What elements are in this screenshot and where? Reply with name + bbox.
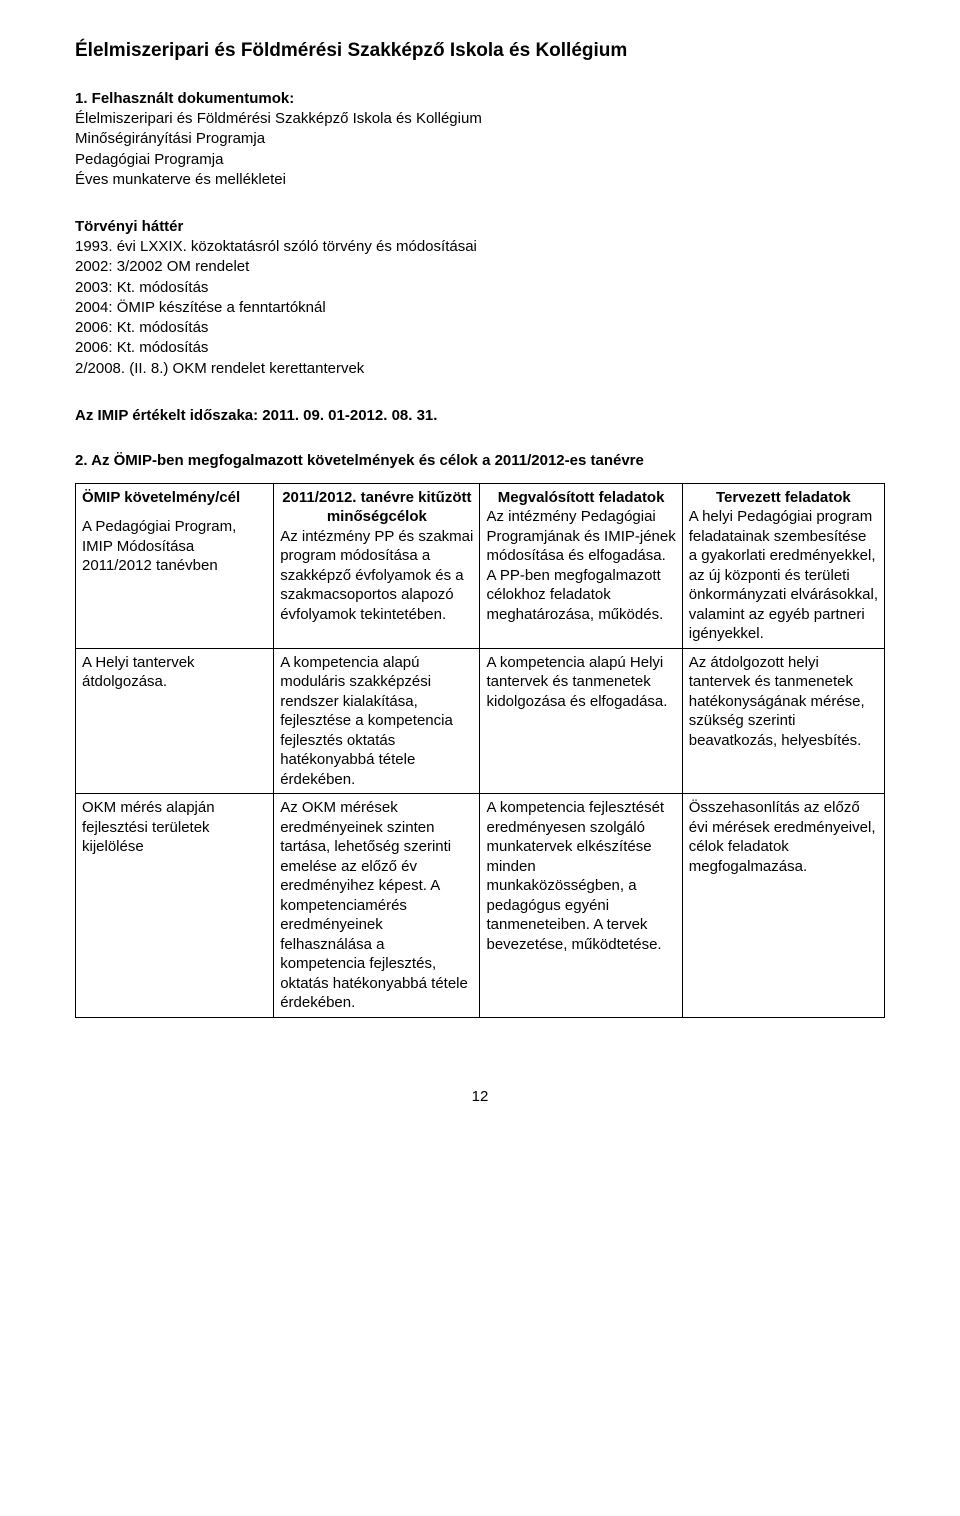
cell-text: Az intézmény PP és szakmai program módos… xyxy=(280,527,473,625)
table-cell: Összehasonlítás az előző évi mérések ere… xyxy=(682,794,884,1018)
law-line: 1993. évi LXXIX. közoktatásról szóló tör… xyxy=(75,237,885,257)
table-cell: Az OKM mérések eredményeinek szinten tar… xyxy=(274,794,480,1018)
table-cell: A kompetencia alapú Helyi tantervek és t… xyxy=(480,648,682,794)
docs-line: Minőségirányítási Programja xyxy=(75,129,885,149)
table-cell: Az átdolgozott helyi tantervek és tanmen… xyxy=(682,648,884,794)
section-1-heading: 1. Felhasznált dokumentumok: xyxy=(75,90,885,107)
law-line: 2004: ÖMIP készítése a fenntartóknál xyxy=(75,298,885,318)
table-cell: ÖMIP követelmény/cél A Pedagógiai Progra… xyxy=(76,483,274,648)
law-line: 2/2008. (II. 8.) OKM rendelet kerettante… xyxy=(75,359,885,379)
page-title: Élelmiszeripari és Földmérési Szakképző … xyxy=(75,40,885,62)
column-header: 2011/2012. tanévre kitűzött minőségcélok xyxy=(280,488,473,527)
table-header-and-row: ÖMIP követelmény/cél A Pedagógiai Progra… xyxy=(76,483,885,648)
table-cell: Tervezett feladatok A helyi Pedagógiai p… xyxy=(682,483,884,648)
law-line: 2006: Kt. módosítás xyxy=(75,318,885,338)
cell-text: A helyi Pedagógiai program feladatainak … xyxy=(689,507,878,644)
requirements-table: ÖMIP követelmény/cél A Pedagógiai Progra… xyxy=(75,483,885,1018)
law-line: 2006: Kt. módosítás xyxy=(75,338,885,358)
table-row: OKM mérés alapján fejlesztési területek … xyxy=(76,794,885,1018)
document-page: Élelmiszeripari és Földmérési Szakképző … xyxy=(0,0,960,1135)
section-2-heading: 2. Az ÖMIP-ben megfogalmazott követelmén… xyxy=(75,452,885,469)
table-cell: A kompetencia fejlesztését eredményesen … xyxy=(480,794,682,1018)
law-line: 2003: Kt. módosítás xyxy=(75,278,885,298)
column-header: Tervezett feladatok xyxy=(689,488,878,508)
imip-period: Az IMIP értékelt időszaka: 2011. 09. 01-… xyxy=(75,407,885,424)
docs-line: Éves munkaterve és mellékletei xyxy=(75,170,885,190)
law-line: 2002: 3/2002 OM rendelet xyxy=(75,257,885,277)
cell-text: A Pedagógiai Program, IMIP Módosítása 20… xyxy=(82,517,267,576)
column-header: ÖMIP követelmény/cél xyxy=(82,488,267,508)
cell-text: Az intézmény Pedagógiai Programjának és … xyxy=(486,507,675,624)
docs-line: Pedagógiai Programja xyxy=(75,150,885,170)
table-cell: 2011/2012. tanévre kitűzött minőségcélok… xyxy=(274,483,480,648)
page-number: 12 xyxy=(75,1088,885,1105)
table-cell: Megvalósított feladatok Az intézmény Ped… xyxy=(480,483,682,648)
law-heading: Törvényi háttér xyxy=(75,218,885,235)
table-cell: OKM mérés alapján fejlesztési területek … xyxy=(76,794,274,1018)
table-cell: A kompetencia alapú moduláris szakképzés… xyxy=(274,648,480,794)
docs-line: Élelmiszeripari és Földmérési Szakképző … xyxy=(75,109,885,129)
table-cell: A Helyi tantervek átdolgozása. xyxy=(76,648,274,794)
column-header: Megvalósított feladatok xyxy=(486,488,675,508)
table-row: A Helyi tantervek átdolgozása. A kompete… xyxy=(76,648,885,794)
